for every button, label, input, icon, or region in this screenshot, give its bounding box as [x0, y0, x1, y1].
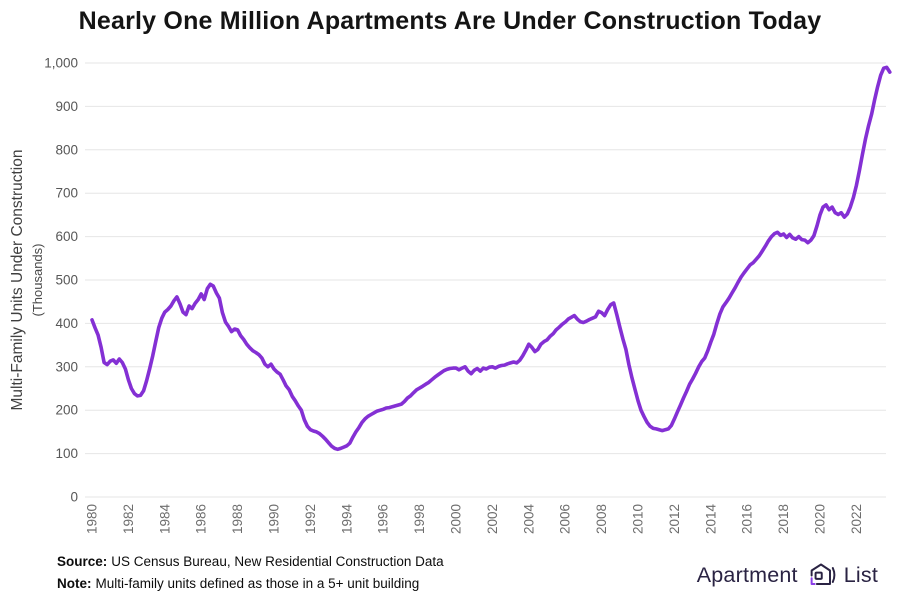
- footer-notes: Source: US Census Bureau, New Residential…: [57, 551, 444, 595]
- x-tick-label: 2012: [667, 504, 682, 534]
- note-label: Note:: [57, 576, 92, 591]
- source-label: Source:: [57, 554, 108, 569]
- x-tick-label: 1980: [85, 504, 100, 534]
- y-axis-title-main: Multi-Family Units Under Construction: [8, 149, 26, 411]
- y-tick-label: 700: [55, 186, 78, 201]
- y-tick-label: 600: [55, 229, 78, 244]
- logo-word-list: List: [843, 562, 878, 587]
- y-tick-label: 300: [55, 359, 78, 374]
- line-chart: 0 100 200 300 400 500 600 700 800 900 1,000 1980 19…: [1, 50, 892, 535]
- y-tick-label: 900: [55, 99, 78, 114]
- y-axis-title-units: (Thousands): [29, 243, 45, 317]
- chart-title: Nearly One Million Apartments Are Under …: [78, 7, 822, 35]
- y-tick-label: 1,000: [44, 56, 78, 71]
- x-tick-label: 1986: [194, 504, 209, 534]
- note-text: Multi-family units defined as those in a…: [95, 576, 420, 591]
- x-tick-label: 1992: [303, 504, 318, 534]
- y-tick-label: 400: [55, 316, 78, 331]
- y-axis-tick-labels: 0 100 200 300 400 500 600 700 800 900 1,000: [44, 56, 78, 505]
- apartment-list-logo: Apartment List: [697, 560, 878, 590]
- x-tick-label: 1988: [230, 504, 245, 534]
- x-tick-label: 2018: [776, 504, 791, 534]
- x-tick-label: 2016: [740, 504, 755, 534]
- x-axis-tick-labels: 1980 1982 1984 1986 1988 1990 1992 1994 1996 1998…: [85, 504, 864, 535]
- apartment-list-house-icon: [810, 563, 836, 585]
- source-text: US Census Bureau, New Residential Constr…: [111, 554, 444, 569]
- x-tick-label: 1994: [339, 504, 354, 535]
- y-tick-label: 800: [55, 142, 78, 157]
- x-tick-label: 2000: [449, 504, 464, 534]
- x-tick-label: 1982: [121, 504, 136, 534]
- y-tick-label: 100: [55, 446, 78, 461]
- series-line-multifamily-under-construction: [90, 65, 892, 452]
- x-tick-label: 2008: [594, 504, 609, 534]
- x-tick-label: 2006: [558, 504, 573, 534]
- x-tick-label: 2002: [485, 504, 500, 534]
- x-tick-label: 2004: [521, 504, 536, 535]
- source-line: Source: US Census Bureau, New Residential…: [57, 551, 444, 573]
- x-tick-label: 1984: [157, 504, 172, 535]
- y-tick-label: 0: [70, 490, 78, 505]
- x-tick-label: 2014: [703, 504, 718, 535]
- note-line: Note: Multi-family units defined as those…: [57, 573, 444, 595]
- x-tick-label: 1998: [412, 504, 427, 534]
- x-tick-label: 1996: [376, 504, 391, 534]
- y-tick-label: 200: [55, 403, 78, 418]
- y-tick-label: 500: [55, 273, 78, 288]
- x-tick-label: 2022: [849, 504, 864, 534]
- x-tick-label: 1990: [267, 504, 282, 534]
- logo-word-apartment: Apartment: [696, 562, 798, 587]
- x-tick-label: 2010: [631, 504, 646, 534]
- gridlines-group: [85, 62, 886, 498]
- y-axis-title: Multi-Family Units Under Construction (T…: [1, 50, 53, 510]
- x-tick-label: 2020: [813, 504, 828, 534]
